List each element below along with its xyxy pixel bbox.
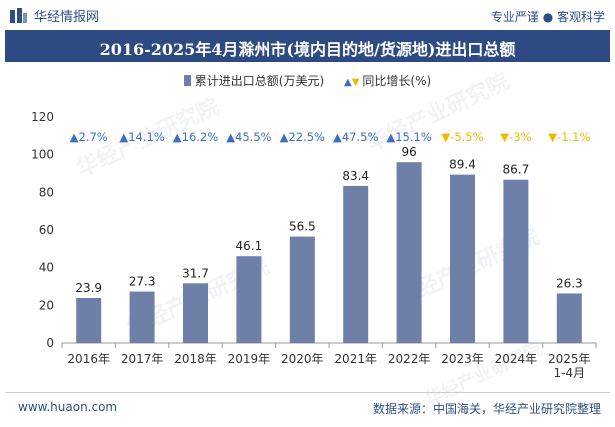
title-bar: 2016-2025年4月滁州市(境内目的地/货源地)进出口总额 xyxy=(5,30,610,62)
bar xyxy=(76,297,102,343)
growth-label: ▲45.5% xyxy=(226,130,271,144)
growth-label: ▼-5.5% xyxy=(441,130,483,144)
legend-bar-label: 累计进出口总额(万美元) xyxy=(194,74,325,88)
growth-label: ▼-1.1% xyxy=(548,130,590,144)
y-tick-label: 0 xyxy=(46,336,54,350)
bar-value-label: 86.7 xyxy=(503,163,530,177)
y-tick-label: 20 xyxy=(39,298,54,312)
brand-name: 华经情报网 xyxy=(34,10,100,25)
x-tick-label: 2023年 xyxy=(441,352,484,366)
bar-value-label: 56.5 xyxy=(289,220,316,234)
triangle-down-icon: ▼ xyxy=(351,77,360,88)
x-tick-label: 2017年 xyxy=(121,352,164,366)
y-tick-label: 60 xyxy=(39,223,54,237)
site-url[interactable]: www.huaon.com xyxy=(18,400,118,414)
bar xyxy=(236,256,262,343)
x-tick-label: 2021年 xyxy=(334,352,377,366)
bar xyxy=(343,185,369,343)
x-tick-label: 2020年 xyxy=(281,352,324,366)
legend-growth-label: 同比增长(%) xyxy=(362,74,432,88)
bar-value-label: 26.3 xyxy=(556,276,583,290)
bar-value-label: 23.9 xyxy=(75,281,102,295)
x-tick-label: 2024年 xyxy=(495,352,538,366)
growth-label: ▲16.2% xyxy=(173,130,218,144)
y-tick-label: 80 xyxy=(39,185,54,199)
x-tick-label: 2022年 xyxy=(388,352,431,366)
x-tick-label: 2019年 xyxy=(228,352,271,366)
bar-value-label: 31.7 xyxy=(182,266,209,280)
brand[interactable]: 华经情报网 xyxy=(10,6,99,25)
growth-label: ▼-3% xyxy=(500,130,531,144)
growth-label: ▲22.5% xyxy=(280,130,325,144)
growth-label: ▲47.5% xyxy=(333,130,378,144)
bar xyxy=(129,291,155,343)
bar xyxy=(289,236,315,343)
legend-item-growth: ▲▼ 同比增长(%) xyxy=(344,72,431,89)
x-tick-label: 2018年 xyxy=(174,352,217,366)
bar-swatch-icon xyxy=(183,75,191,86)
legend-item-bars: 累计进出口总额(万美元) xyxy=(183,72,325,89)
bar-value-label: 96 xyxy=(401,145,416,159)
bar-value-label: 89.4 xyxy=(449,158,476,172)
legend: 累计进出口总额(万美元) ▲▼ 同比增长(%) xyxy=(0,72,615,90)
growth-label: ▲15.1% xyxy=(386,130,431,144)
y-tick-label: 120 xyxy=(31,110,54,124)
bar-value-label: 83.4 xyxy=(342,169,369,183)
bar xyxy=(183,283,208,343)
bar-value-label: 27.3 xyxy=(129,275,156,289)
header-bar: 华经情报网 专业严谨 ● 客观科学 xyxy=(0,0,615,30)
bar xyxy=(450,174,475,343)
bar xyxy=(503,179,529,343)
tagline: 专业严谨 ● 客观科学 xyxy=(490,10,605,24)
data-source: 数据来源：中国海关，华经产业研究院整理 xyxy=(372,402,601,416)
x-tick-label: 2025年 xyxy=(548,352,591,366)
footer-divider xyxy=(5,392,610,393)
chart-title: 2016-2025年4月滁州市(境内目的地/货源地)进出口总额 xyxy=(99,40,516,59)
growth-label: ▲14.1% xyxy=(119,130,164,144)
triangle-up-icon: ▲ xyxy=(344,77,352,88)
y-tick-label: 40 xyxy=(39,261,54,275)
bar xyxy=(556,293,582,343)
bar xyxy=(396,162,422,343)
bar-value-label: 46.1 xyxy=(236,239,263,253)
y-tick-label: 100 xyxy=(31,148,54,162)
x-tick-label: 2016年 xyxy=(67,352,110,366)
growth-label: ▲2.7% xyxy=(70,130,108,144)
x-tick-label: 1-4月 xyxy=(553,366,585,380)
logo-icon xyxy=(10,7,28,24)
